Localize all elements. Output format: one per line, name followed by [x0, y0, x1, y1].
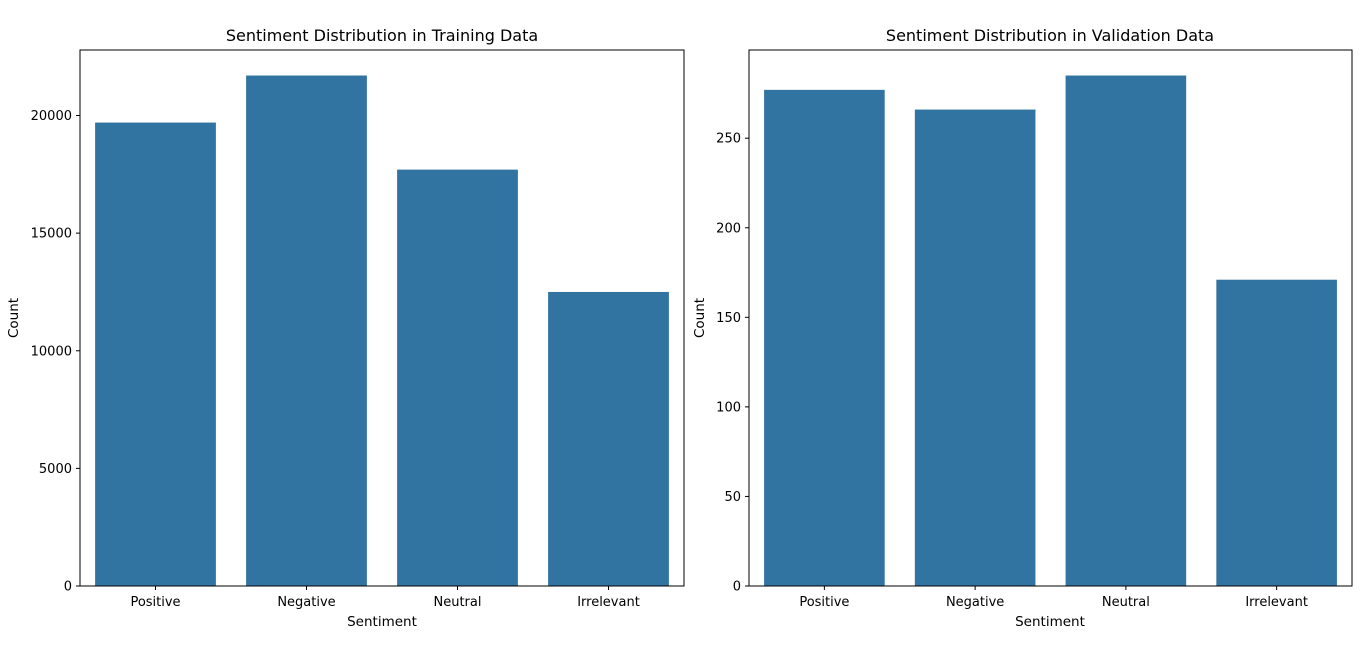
bar-irrelevant [548, 291, 669, 586]
y-tick-label: 50 [724, 490, 741, 505]
bar-irrelevant [1216, 279, 1337, 586]
y-axis-ticks: 0 50 100 150 200 250 [716, 132, 749, 595]
y-tick-label: 150 [716, 311, 741, 326]
y-tick-label: 100 [716, 400, 741, 415]
axes-frame [748, 49, 1353, 587]
bar-neutral [397, 169, 518, 586]
x-tick-label: Negative [946, 595, 1004, 610]
x-tick-label: Irrelevant [1245, 595, 1308, 610]
axes-frame [79, 49, 685, 587]
y-tick-label: 5000 [39, 462, 72, 477]
y-tick-label: 0 [733, 580, 741, 595]
bars-group [95, 75, 669, 587]
validation-chart: Sentiment Distribution in Validation Dat… [692, 26, 1353, 630]
y-axis-label: Count [6, 298, 22, 338]
x-axis-label: Sentiment [347, 614, 417, 630]
training-chart: Sentiment Distribution in Training Data … [6, 26, 685, 630]
chart-title: Sentiment Distribution in Training Data [226, 26, 538, 45]
y-tick-label: 15000 [31, 227, 72, 242]
y-axis-ticks: 0 5000 10000 15000 20000 [31, 109, 80, 595]
x-tick-label: Irrelevant [577, 595, 640, 610]
y-tick-label: 10000 [31, 344, 72, 359]
x-tick-label: Negative [277, 595, 335, 610]
x-axis-ticks: Positive Negative Neutral Irrelevant [130, 586, 640, 610]
y-tick-label: 20000 [31, 109, 72, 124]
x-tick-label: Positive [799, 595, 849, 610]
x-axis-label: Sentiment [1015, 614, 1085, 630]
bar-neutral [1065, 75, 1187, 587]
bar-positive [95, 122, 216, 586]
bars-group [764, 75, 1337, 587]
bar-positive [764, 89, 885, 586]
x-axis-ticks: Positive Negative Neutral Irrelevant [799, 586, 1308, 610]
y-tick-label: 250 [716, 132, 741, 147]
y-axis-label: Count [692, 298, 708, 338]
bar-negative [246, 75, 367, 587]
y-tick-label: 0 [64, 580, 72, 595]
bar-negative [914, 109, 1036, 586]
chart-title: Sentiment Distribution in Validation Dat… [886, 26, 1214, 45]
x-tick-label: Neutral [1102, 595, 1150, 610]
x-tick-label: Positive [130, 595, 180, 610]
x-tick-label: Neutral [434, 595, 482, 610]
y-tick-label: 200 [716, 221, 741, 236]
